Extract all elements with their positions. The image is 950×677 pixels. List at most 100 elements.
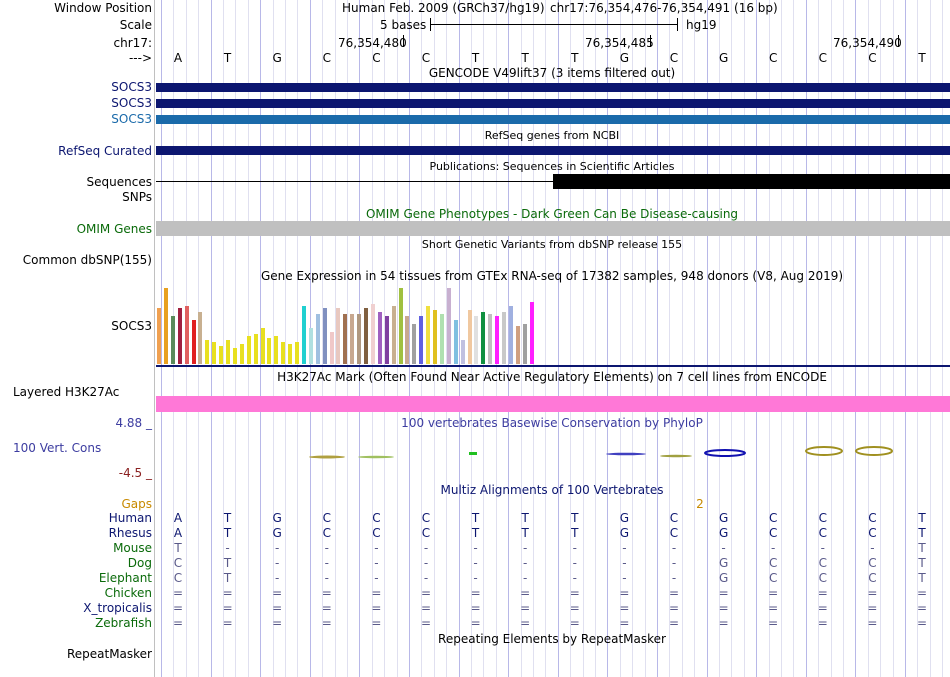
gtex-tissue-bar[interactable] bbox=[288, 344, 293, 364]
gtex-tissue-bar[interactable] bbox=[529, 302, 534, 364]
gtex-tissue-bar[interactable] bbox=[260, 328, 265, 364]
gtex-tissue-bar[interactable] bbox=[157, 308, 161, 364]
dbsnp-label[interactable]: Common dbSNP(155) bbox=[22, 253, 152, 267]
gtex-tissue-bar[interactable] bbox=[502, 312, 506, 364]
gtex-tissue-bar[interactable] bbox=[419, 316, 424, 364]
gtex-tissue-bar[interactable] bbox=[212, 342, 217, 364]
publications-title[interactable]: Publications: Sequences in Scientific Ar… bbox=[429, 160, 675, 173]
gtex-tissue-bar[interactable] bbox=[377, 312, 382, 364]
gtex-tissue-bar[interactable] bbox=[308, 328, 313, 364]
gtex-tissue-bar[interactable] bbox=[322, 308, 327, 364]
gtex-tissue-bar[interactable] bbox=[239, 344, 244, 364]
gtex-tissue-bar[interactable] bbox=[170, 316, 175, 364]
gtex-tissue-bar[interactable] bbox=[481, 312, 486, 364]
gtex-tissue-bar[interactable] bbox=[433, 310, 437, 364]
snps-label[interactable]: SNPs bbox=[122, 190, 152, 204]
refseq-gene[interactable] bbox=[156, 146, 950, 155]
h3k27ac-bar[interactable] bbox=[156, 396, 950, 412]
gtex-tissue-bar[interactable] bbox=[267, 338, 272, 364]
alignment-base: - bbox=[324, 571, 329, 585]
gtex-tissue-bar[interactable] bbox=[460, 340, 465, 364]
species-label[interactable]: Human bbox=[108, 511, 152, 525]
omim-bar[interactable] bbox=[156, 221, 950, 236]
gtex-tissue-bar[interactable] bbox=[226, 340, 230, 364]
gtex-tissue-bar[interactable] bbox=[370, 304, 375, 364]
species-label[interactable]: Elephant bbox=[98, 571, 152, 585]
gtex-tissue-bar[interactable] bbox=[315, 314, 320, 364]
publications-label[interactable]: Sequences bbox=[86, 175, 152, 189]
gtex-tissue-bar[interactable] bbox=[391, 306, 396, 364]
gtex-tissue-bar[interactable] bbox=[232, 348, 237, 364]
species-label[interactable]: Rhesus bbox=[108, 526, 152, 540]
gtex-tissue-bar[interactable] bbox=[453, 320, 458, 364]
gtex-bar-chart[interactable] bbox=[156, 282, 536, 364]
alignment-base: - bbox=[671, 571, 677, 585]
omim-label[interactable]: OMIM Genes bbox=[76, 222, 152, 236]
repeatmasker-label[interactable]: RepeatMasker bbox=[66, 647, 152, 661]
species-label[interactable]: X_tropicalis bbox=[83, 601, 152, 615]
gtex-tissue-bar[interactable] bbox=[398, 288, 403, 364]
gtex-tissue-bar[interactable] bbox=[253, 334, 258, 364]
gtex-tissue-bar[interactable] bbox=[515, 326, 520, 364]
gencode-item-1[interactable] bbox=[156, 83, 950, 92]
gtex-tissue-bar[interactable] bbox=[191, 320, 196, 364]
gtex-label[interactable]: SOCS3 bbox=[111, 319, 152, 333]
gtex-tissue-bar[interactable] bbox=[439, 314, 444, 364]
gtex-tissue-bar[interactable] bbox=[198, 312, 203, 364]
publications-block[interactable] bbox=[553, 174, 950, 189]
gtex-tissue-bar[interactable] bbox=[488, 314, 493, 364]
gencode-item-3[interactable] bbox=[156, 115, 950, 124]
gtex-tissue-bar[interactable] bbox=[177, 308, 182, 364]
repeatmasker-title[interactable]: Repeating Elements by RepeatMasker bbox=[438, 632, 666, 646]
gtex-tissue-bar[interactable] bbox=[163, 288, 168, 364]
gencode-title[interactable]: GENCODE V49lift37 (3 items filtered out) bbox=[428, 66, 676, 80]
gtex-tissue-bar[interactable] bbox=[295, 342, 299, 364]
gencode-item-label-2[interactable]: SOCS3 bbox=[111, 96, 152, 110]
gtex-tissue-bar[interactable] bbox=[405, 316, 410, 364]
gtex-tissue-bar[interactable] bbox=[219, 346, 224, 364]
gencode-item-label-1[interactable]: SOCS3 bbox=[111, 80, 152, 94]
gtex-tissue-bar[interactable] bbox=[343, 314, 348, 364]
multiz-title[interactable]: Multiz Alignments of 100 Vertebrates bbox=[440, 483, 664, 497]
phylop-label[interactable]: 100 Vert. Cons bbox=[13, 441, 102, 455]
gtex-tissue-bar[interactable] bbox=[474, 316, 479, 364]
species-label[interactable]: Chicken bbox=[104, 586, 152, 600]
gtex-tissue-bar[interactable] bbox=[301, 306, 306, 364]
gtex-tissue-bar[interactable] bbox=[495, 316, 500, 364]
gtex-tissue-bar[interactable] bbox=[467, 310, 472, 364]
gtex-tissue-bar[interactable] bbox=[357, 314, 362, 364]
gtex-title[interactable]: Gene Expression in 54 tissues from GTEx … bbox=[260, 269, 844, 283]
species-label[interactable]: Mouse bbox=[113, 541, 152, 555]
gtex-tissue-bar[interactable] bbox=[350, 314, 355, 364]
base-letter: T bbox=[521, 51, 529, 65]
alignment-base: - bbox=[622, 556, 627, 570]
gtex-tissue-bar[interactable] bbox=[446, 288, 451, 364]
gtex-tissue-bar[interactable] bbox=[281, 342, 286, 364]
h3k27ac-title[interactable]: H3K27Ac Mark (Often Found Near Active Re… bbox=[277, 370, 827, 384]
gtex-tissue-bar[interactable] bbox=[508, 306, 513, 364]
gtex-tissue-bar[interactable] bbox=[364, 308, 368, 364]
gtex-tissue-bar[interactable] bbox=[246, 336, 251, 364]
gencode-item-2[interactable] bbox=[156, 99, 950, 108]
gencode-item-label-3[interactable]: SOCS3 bbox=[111, 112, 152, 126]
alignment-base: = bbox=[768, 616, 779, 630]
gtex-tissue-bar[interactable] bbox=[384, 316, 389, 364]
gtex-tissue-bar[interactable] bbox=[329, 332, 334, 364]
alignment-base: C bbox=[868, 526, 877, 540]
gtex-tissue-bar[interactable] bbox=[205, 340, 210, 364]
h3k27ac-label[interactable]: Layered H3K27Ac bbox=[13, 385, 120, 399]
gtex-tissue-bar[interactable] bbox=[426, 306, 431, 364]
dbsnp-title[interactable]: Short Genetic Variants from dbSNP releas… bbox=[421, 238, 683, 251]
gtex-tissue-bar[interactable] bbox=[336, 308, 341, 364]
species-label[interactable]: Dog bbox=[127, 556, 152, 570]
gtex-tissue-bar[interactable] bbox=[412, 324, 417, 364]
gtex-tissue-bar[interactable] bbox=[274, 336, 279, 364]
refseq-label[interactable]: RefSeq Curated bbox=[58, 144, 152, 158]
gaps-label[interactable]: Gaps bbox=[121, 497, 152, 511]
refseq-title[interactable]: RefSeq genes from NCBI bbox=[484, 129, 620, 142]
phylop-title[interactable]: 100 vertebrates Basewise Conservation by… bbox=[401, 416, 703, 430]
omim-title[interactable]: OMIM Gene Phenotypes - Dark Green Can Be… bbox=[365, 207, 739, 221]
species-label[interactable]: Zebrafish bbox=[95, 616, 152, 630]
gtex-tissue-bar[interactable] bbox=[184, 306, 189, 364]
gtex-tissue-bar[interactable] bbox=[522, 324, 527, 364]
